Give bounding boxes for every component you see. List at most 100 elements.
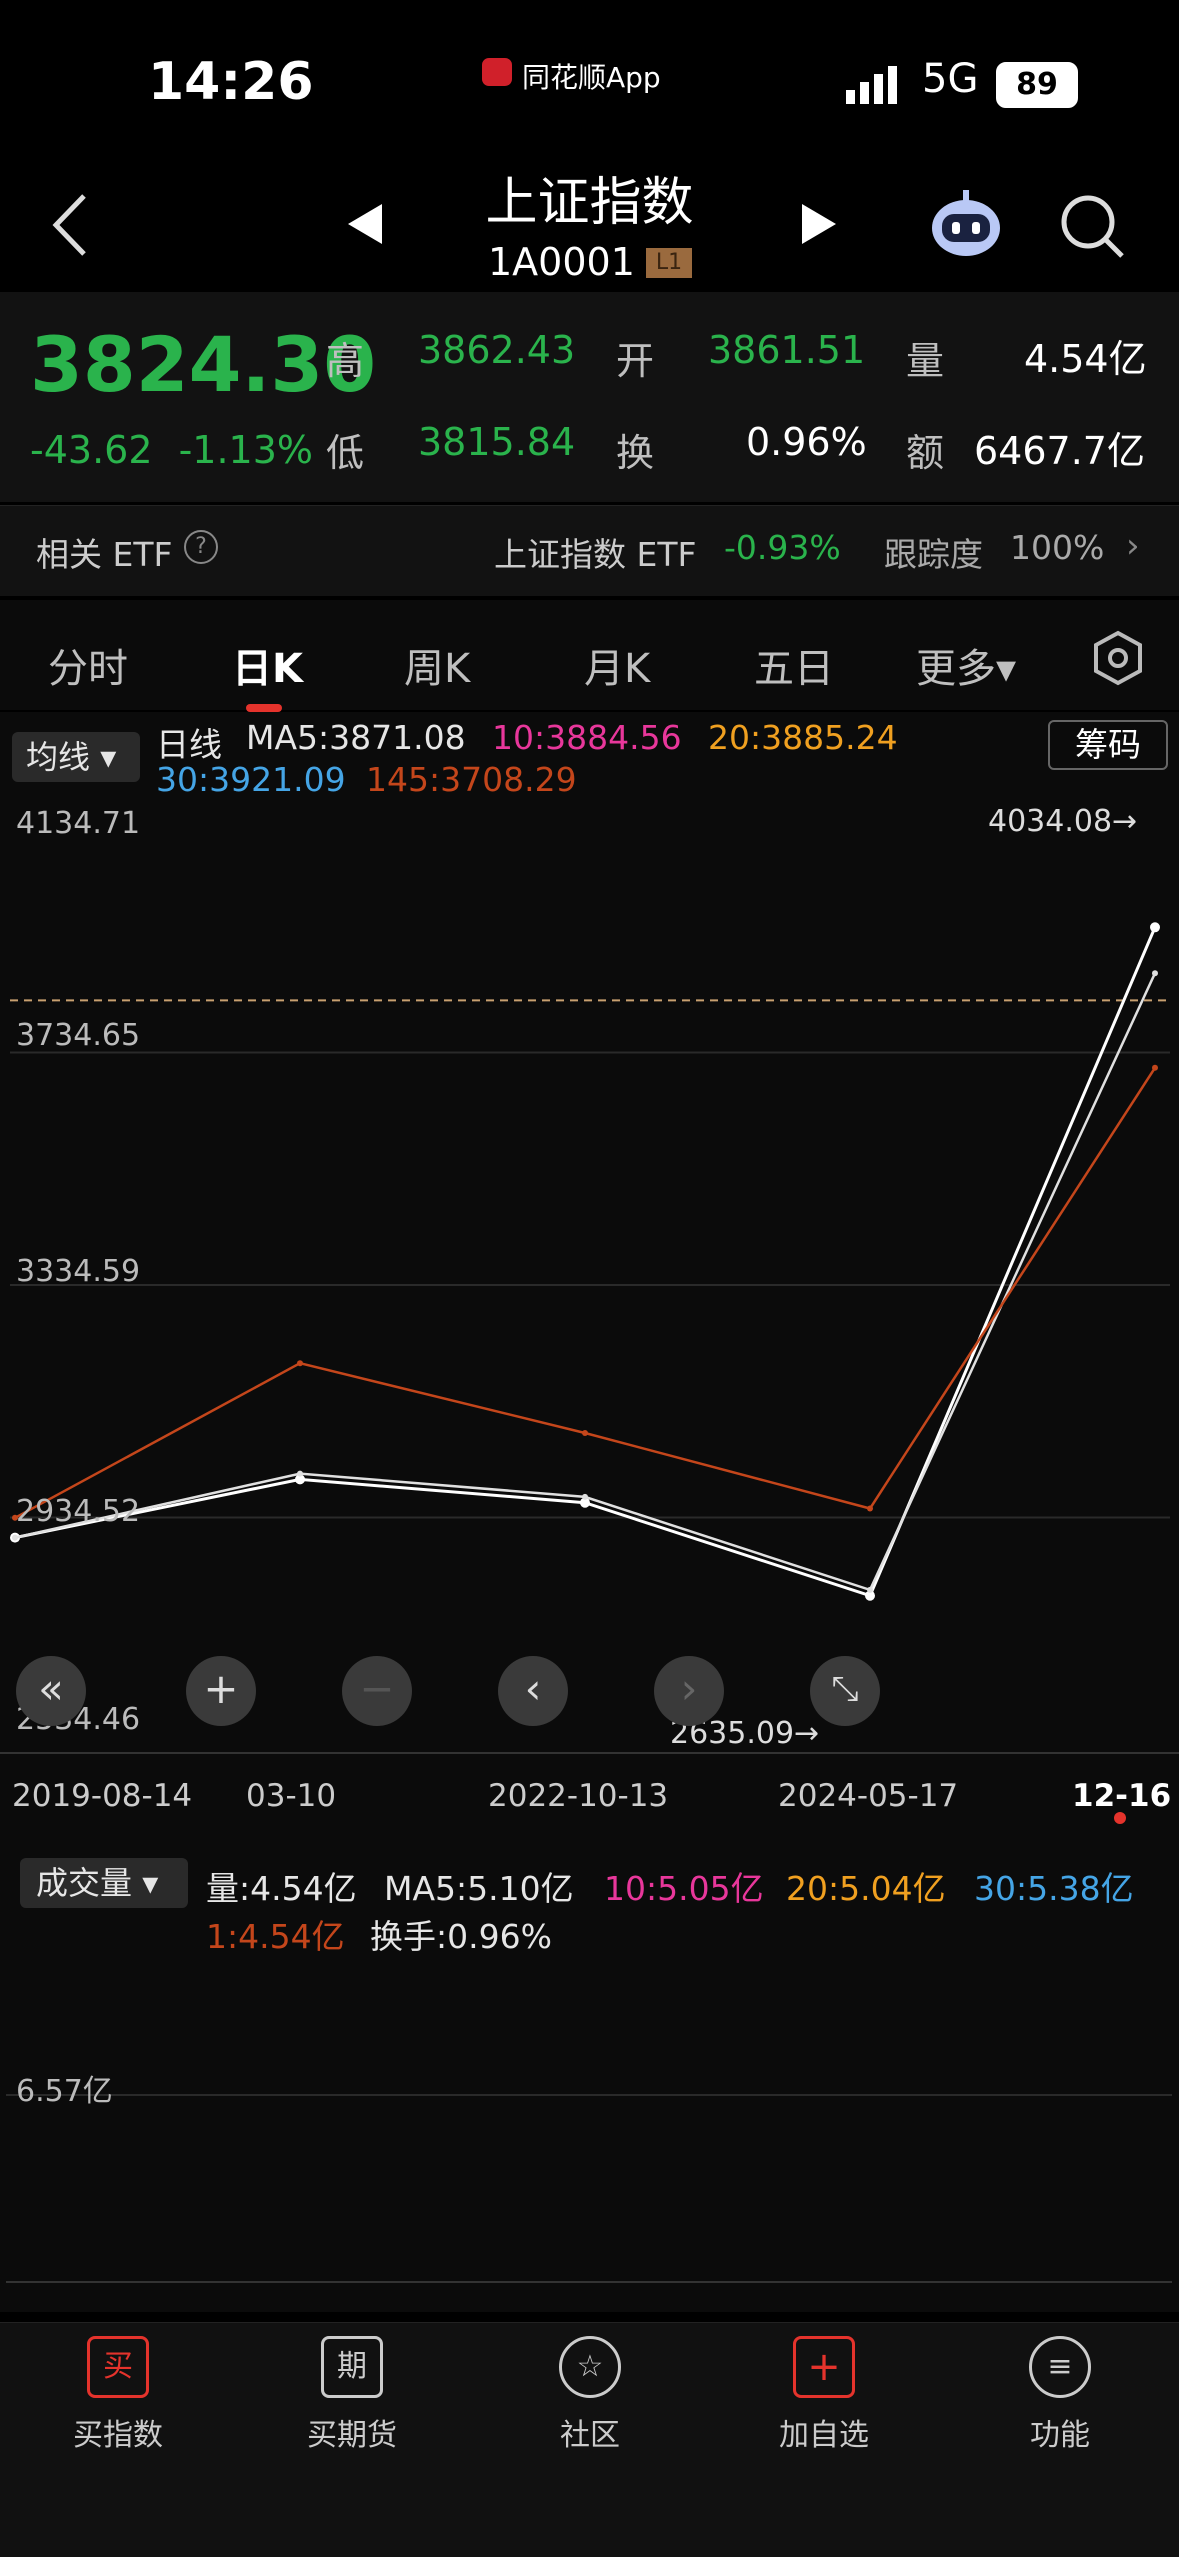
robot-assistant-icon[interactable] [928,186,1004,262]
tab-monthly-k[interactable]: 月K [584,646,651,692]
tab-daily-k[interactable]: 日K [232,646,303,692]
low-label: 低 [326,431,365,475]
chip-distribution-button[interactable]: 筹码 [1048,720,1168,770]
volume-indicator-selector[interactable]: 成交量 ▾ [20,1858,188,1908]
vol-legend: 量:4.54亿 [206,1869,357,1908]
ma145-series-point [12,1514,18,1521]
ma5-series-point [582,1493,588,1500]
tab-more[interactable]: 更多▾ [916,646,1017,692]
zoom-in-icon[interactable]: + [186,1656,256,1726]
app-icon [482,58,512,86]
nav-buy-index[interactable]: 买 买指数 [38,2336,198,2454]
etf-label: 相关 ETF [36,535,173,574]
volume-selector-label: 成交量 [36,1864,133,1902]
price-axis-label: 2934.52 [16,1494,141,1529]
price-axis-label: 3734.65 [16,1018,141,1053]
low-value: 3815.84 [418,420,576,464]
scroll-right-icon[interactable]: › [654,1656,724,1726]
battery-level: 89 [996,62,1078,108]
active-tab-indicator [246,704,282,712]
price-series-point [865,1590,875,1601]
nav-label: 买指数 [73,2418,163,2453]
page-title: 上证指数 [485,173,694,233]
legend-ma10: 10:3884.56 [492,718,682,757]
ma-selector[interactable]: 均线 ▾ [12,732,140,782]
futures-icon: 期 [321,2336,383,2398]
etf-change: -0.93% [724,528,841,567]
ma5-series-point [867,1586,873,1593]
prev-stock-icon[interactable] [346,202,386,246]
help-icon[interactable]: ? [184,530,218,564]
tab-five-day[interactable]: 五日 [754,646,834,692]
scroll-left-icon[interactable]: ‹ [498,1656,568,1726]
change-value: -43.62 [30,428,153,472]
nav-add-watchlist[interactable]: + 加自选 [744,2336,904,2454]
status-time: 14:26 [148,52,314,112]
price-series-point [1150,922,1160,933]
signal-icon [846,66,897,104]
price-axis-label: 3334.59 [16,1254,141,1289]
ma145-series-point [867,1505,873,1512]
ma5-series-point [1152,970,1158,977]
ma145-series-line [14,1067,1157,1519]
vol-legend-ma20: 20:5.04亿 [786,1869,946,1908]
turnover-value: 0.96% [746,420,867,464]
date-label: 2024-05-17 [778,1778,959,1814]
legend-ma5: MA5:3871.08 [246,718,466,757]
vol-legend-ma10: 10:5.05亿 [604,1869,764,1908]
next-stock-icon[interactable] [800,202,840,246]
nav-buy-futures[interactable]: 期 买期货 [272,2336,432,2454]
fullscreen-icon[interactable]: ⤡ [810,1656,880,1726]
add-icon: + [793,2336,855,2398]
chevron-right-icon: › [1126,526,1140,566]
app-name: 同花顺App [522,61,661,94]
high-value: 3862.43 [418,328,576,372]
price-change: -43.62 -1.13% [30,428,313,472]
legend-ma145: 145:3708.29 [366,760,577,799]
date-label: 03-10 [246,1778,337,1814]
ma145-series-point [582,1430,588,1436]
tab-intraday[interactable]: 分时 [48,646,128,692]
high-label: 高 [326,339,365,383]
search-icon[interactable] [1058,192,1128,262]
kline-chart-panel [0,712,1179,2312]
track-label: 跟踪度 [884,535,983,574]
settings-hexagon-icon[interactable] [1090,630,1146,686]
level-badge: L1 [646,248,692,278]
kline-chart[interactable] [10,800,1170,1770]
amount-label: 额 [906,431,945,475]
period-tabs [0,600,1179,710]
tab-weekly-k[interactable]: 周K [404,646,471,692]
open-value: 3861.51 [708,328,866,372]
volume-label: 量 [906,339,945,383]
date-axis-line [0,1752,1179,1754]
vol-legend-turnover: 换手:0.96% [370,1917,552,1956]
open-label: 开 [616,339,655,383]
scroll-left-fast-icon[interactable]: « [16,1656,86,1726]
ma-selector-label: 均线 [26,738,91,776]
legend-period: 日线 [156,725,222,764]
ma5-series-point [12,1534,18,1541]
track-value: 100% [1010,528,1105,567]
nav-community[interactable]: ☆ 社区 [510,2336,670,2454]
price-series-point [580,1497,590,1508]
change-percent: -1.13% [178,428,314,472]
ma145-series-point [1152,1064,1158,1071]
volume-value: 4.54亿 [1024,337,1147,381]
zoom-out-icon[interactable]: − [342,1656,412,1726]
vol-legend-ma5: MA5:5.10亿 [384,1869,574,1908]
nav-label: 功能 [1030,2418,1090,2453]
legend-ma20: 20:3885.24 [708,718,898,757]
nav-functions[interactable]: ≡ 功能 [980,2336,1140,2454]
turnover-label: 换 [616,431,655,475]
nav-label: 买期货 [307,2418,397,2453]
high-marker: 4034.08→ [988,804,1138,839]
volume-chart[interactable] [6,1960,1172,2285]
volume-axis-label: 6.57亿 [16,2074,113,2109]
vol-legend-ma30: 30:5.38亿 [974,1869,1134,1908]
date-label: 2022-10-13 [488,1778,669,1814]
ma5-series-point [297,1470,303,1477]
back-icon[interactable] [46,190,96,260]
current-price: 3824.30 [30,320,377,409]
legend-ma30: 30:3921.09 [156,760,346,799]
